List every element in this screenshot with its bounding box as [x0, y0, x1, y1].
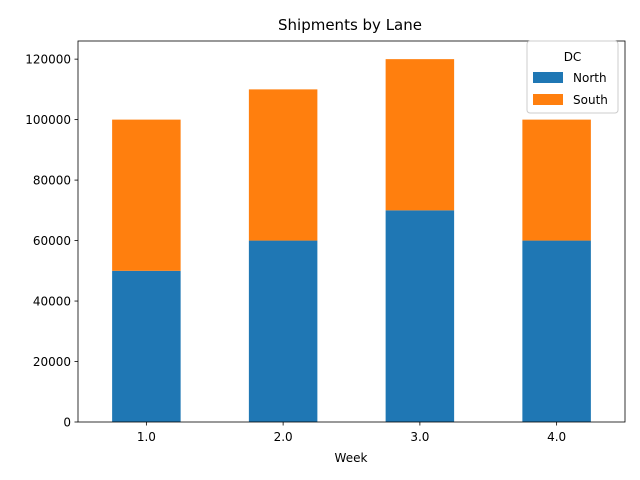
x-tick-label: 3.0 — [410, 430, 429, 444]
chart-title: Shipments by Lane — [278, 16, 422, 34]
bar-south-3 — [385, 59, 455, 211]
legend-title: DC — [564, 50, 582, 64]
legend-entries: North South — [533, 71, 608, 107]
legend-label-north: North — [573, 71, 607, 85]
bar-south-1 — [112, 119, 181, 271]
y-tick-label: 120000 — [25, 53, 71, 67]
x-tick-label: 2.0 — [274, 430, 293, 444]
x-axis-label: Week — [335, 451, 368, 465]
bars — [112, 59, 591, 422]
x-axis-ticks: 1.0 2.0 3.0 4.0 — [137, 422, 566, 444]
bar-south-4 — [522, 119, 591, 241]
x-tick-label: 4.0 — [547, 430, 566, 444]
y-tick-label: 60000 — [33, 234, 71, 248]
y-tick-label: 40000 — [33, 295, 71, 309]
y-tick-label: 100000 — [25, 113, 71, 127]
bar-north-3 — [385, 210, 455, 422]
legend: DC North South — [526, 40, 619, 114]
bar-north-1 — [112, 270, 181, 422]
bar-south-2 — [248, 89, 318, 241]
y-tick-label: 80000 — [33, 174, 71, 188]
legend-label-south: South — [573, 93, 608, 107]
bar-north-4 — [522, 240, 591, 422]
x-tick-label: 1.0 — [137, 430, 156, 444]
plot-area: 1.0 2.0 3.0 4.0 0 20000 40000 60000 80000 100000… — [25, 40, 626, 444]
y-tick-label: 0 — [63, 416, 71, 430]
legend-swatch-north — [533, 72, 563, 83]
y-axis-ticks: 0 20000 40000 60000 80000 100000 120000 — [25, 53, 78, 430]
legend-swatch-south — [533, 94, 563, 105]
bar-north-2 — [248, 240, 318, 422]
plot-frame — [77, 40, 626, 423]
y-tick-label: 20000 — [33, 355, 71, 369]
